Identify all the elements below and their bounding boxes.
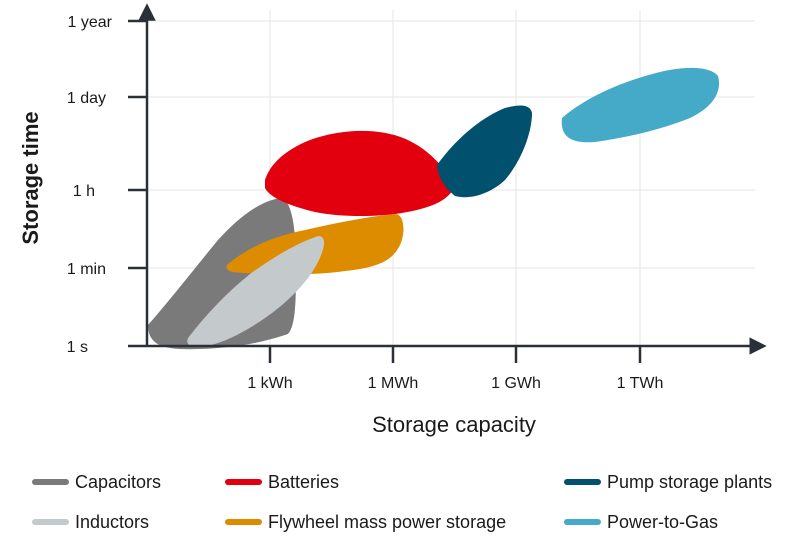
legend-item-inductors: Inductors bbox=[32, 512, 149, 532]
legend-label-inductors: Inductors bbox=[75, 512, 149, 532]
y-tick-label: 1 day bbox=[67, 90, 106, 107]
x-tick-label: 1 TWh bbox=[617, 375, 664, 392]
y-tick-labels: 1 year 1 day 1 h 1 min 1 s bbox=[67, 14, 113, 356]
legend-label-flywheel: Flywheel mass power storage bbox=[268, 512, 506, 532]
x-tick-label: 1 MWh bbox=[368, 375, 419, 392]
axes bbox=[128, 3, 767, 363]
legend-item-batteries: Batteries bbox=[225, 472, 339, 492]
legend-item-power-to-gas: Power-to-Gas bbox=[564, 512, 718, 532]
region-inductors bbox=[187, 236, 325, 347]
y-tick-label: 1 s bbox=[67, 339, 88, 356]
legend-label-pump-storage: Pump storage plants bbox=[607, 472, 772, 492]
x-tick-label: 1 kWh bbox=[247, 375, 292, 392]
y-tick-label: 1 min bbox=[67, 261, 106, 278]
legend: Capacitors Inductors Batteries Flywheel … bbox=[32, 472, 772, 532]
legend-label-power-to-gas: Power-to-Gas bbox=[607, 512, 718, 532]
x-axis-title: Storage capacity bbox=[372, 412, 536, 437]
x-tick-labels: 1 kWh 1 MWh 1 GWh 1 TWh bbox=[247, 375, 663, 392]
data-regions bbox=[148, 67, 720, 350]
region-pump-storage bbox=[437, 105, 532, 198]
legend-label-batteries: Batteries bbox=[268, 472, 339, 492]
legend-item-capacitors: Capacitors bbox=[32, 472, 161, 492]
legend-label-capacitors: Capacitors bbox=[75, 472, 161, 492]
y-tick-label: 1 h bbox=[73, 183, 95, 200]
legend-item-flywheel: Flywheel mass power storage bbox=[225, 512, 506, 532]
region-power-to-gas bbox=[561, 67, 720, 143]
region-batteries bbox=[265, 130, 455, 217]
legend-item-pump-storage: Pump storage plants bbox=[564, 472, 772, 492]
x-tick-label: 1 GWh bbox=[491, 375, 541, 392]
y-axis-title: Storage time bbox=[18, 111, 43, 244]
y-tick-label: 1 year bbox=[68, 14, 113, 31]
